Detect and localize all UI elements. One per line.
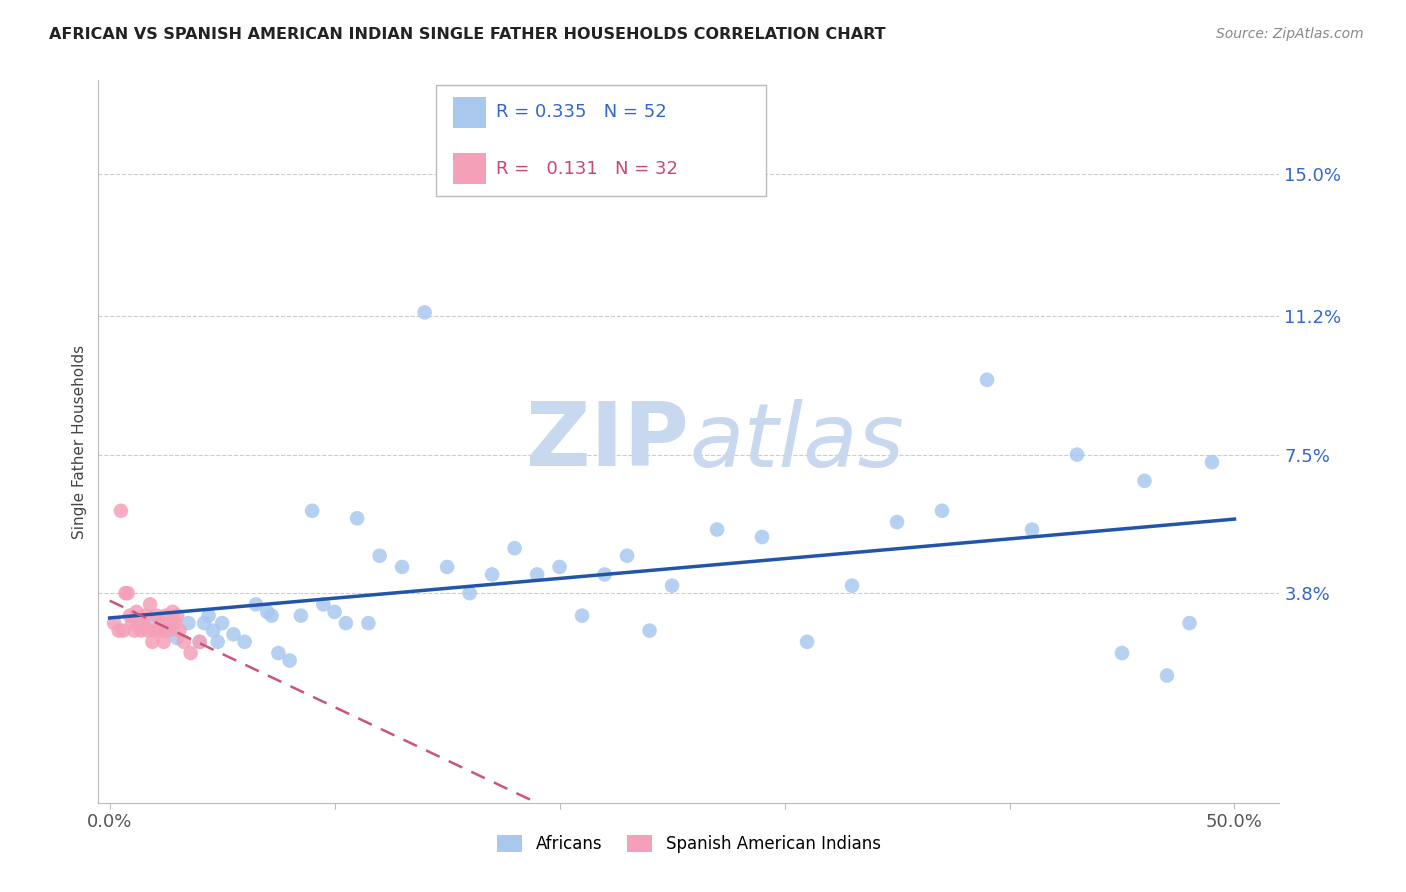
Point	[1021, 523, 1043, 537]
Point	[548, 560, 571, 574]
Text: ZIP: ZIP	[526, 398, 689, 485]
Point	[139, 598, 162, 612]
Point	[481, 567, 503, 582]
Point	[706, 523, 728, 537]
Point	[751, 530, 773, 544]
Point	[188, 635, 211, 649]
Y-axis label: Single Father Households: Single Father Households	[72, 344, 87, 539]
Point	[346, 511, 368, 525]
Point	[152, 635, 174, 649]
Point	[193, 616, 215, 631]
Point	[222, 627, 245, 641]
Point	[368, 549, 391, 563]
Point	[146, 608, 169, 623]
Point	[157, 624, 180, 638]
Point	[159, 616, 181, 631]
Point	[1111, 646, 1133, 660]
Point	[256, 605, 278, 619]
Point	[180, 646, 202, 660]
Point	[931, 504, 953, 518]
Point	[1156, 668, 1178, 682]
Point	[155, 624, 177, 638]
Point	[121, 616, 143, 631]
Point	[301, 504, 323, 518]
Point	[503, 541, 526, 556]
Point	[197, 608, 219, 623]
Point	[841, 579, 863, 593]
Point	[188, 635, 211, 649]
Point	[616, 549, 638, 563]
Point	[128, 616, 150, 631]
Point	[1178, 616, 1201, 631]
Point	[391, 560, 413, 574]
Point	[661, 579, 683, 593]
Point	[117, 586, 139, 600]
Text: R = 0.335   N = 52: R = 0.335 N = 52	[496, 103, 666, 121]
Point	[148, 624, 170, 638]
Point	[129, 624, 152, 638]
Point	[110, 504, 132, 518]
Text: atlas: atlas	[689, 399, 904, 484]
Point	[323, 605, 346, 619]
Point	[357, 616, 380, 631]
Point	[312, 598, 335, 612]
Point	[114, 586, 136, 600]
Point	[526, 567, 548, 582]
Point	[107, 624, 129, 638]
Point	[1201, 455, 1223, 469]
Point	[267, 646, 290, 660]
Point	[118, 608, 141, 623]
Point	[155, 608, 177, 623]
Point	[886, 515, 908, 529]
Point	[1133, 474, 1156, 488]
Point	[136, 624, 159, 638]
Point	[796, 635, 818, 649]
Point	[211, 616, 233, 631]
Point	[132, 616, 155, 631]
Point	[177, 616, 200, 631]
Point	[112, 624, 135, 638]
Point	[169, 624, 191, 638]
Text: AFRICAN VS SPANISH AMERICAN INDIAN SINGLE FATHER HOUSEHOLDS CORRELATION CHART: AFRICAN VS SPANISH AMERICAN INDIAN SINGL…	[49, 27, 886, 42]
Point	[163, 616, 186, 631]
Point	[571, 608, 593, 623]
Point	[278, 654, 301, 668]
Point	[166, 608, 188, 623]
Point	[233, 635, 256, 649]
Point	[150, 616, 173, 631]
Point	[207, 635, 229, 649]
Text: R =   0.131   N = 32: R = 0.131 N = 32	[496, 160, 678, 178]
Point	[413, 305, 436, 319]
Point	[436, 560, 458, 574]
Point	[141, 635, 163, 649]
Point	[593, 567, 616, 582]
Point	[290, 608, 312, 623]
Point	[245, 598, 267, 612]
Text: Source: ZipAtlas.com: Source: ZipAtlas.com	[1216, 27, 1364, 41]
Point	[1066, 448, 1088, 462]
Legend: Africans, Spanish American Indians: Africans, Spanish American Indians	[491, 828, 887, 860]
Point	[103, 616, 125, 631]
Point	[135, 608, 157, 623]
Point	[638, 624, 661, 638]
Point	[976, 373, 998, 387]
Point	[162, 605, 184, 619]
Point	[143, 624, 166, 638]
Point	[143, 616, 166, 631]
Point	[260, 608, 283, 623]
Point	[125, 605, 148, 619]
Point	[173, 635, 195, 649]
Point	[124, 624, 146, 638]
Point	[458, 586, 481, 600]
Point	[202, 624, 225, 638]
Point	[335, 616, 357, 631]
Point	[166, 631, 188, 645]
